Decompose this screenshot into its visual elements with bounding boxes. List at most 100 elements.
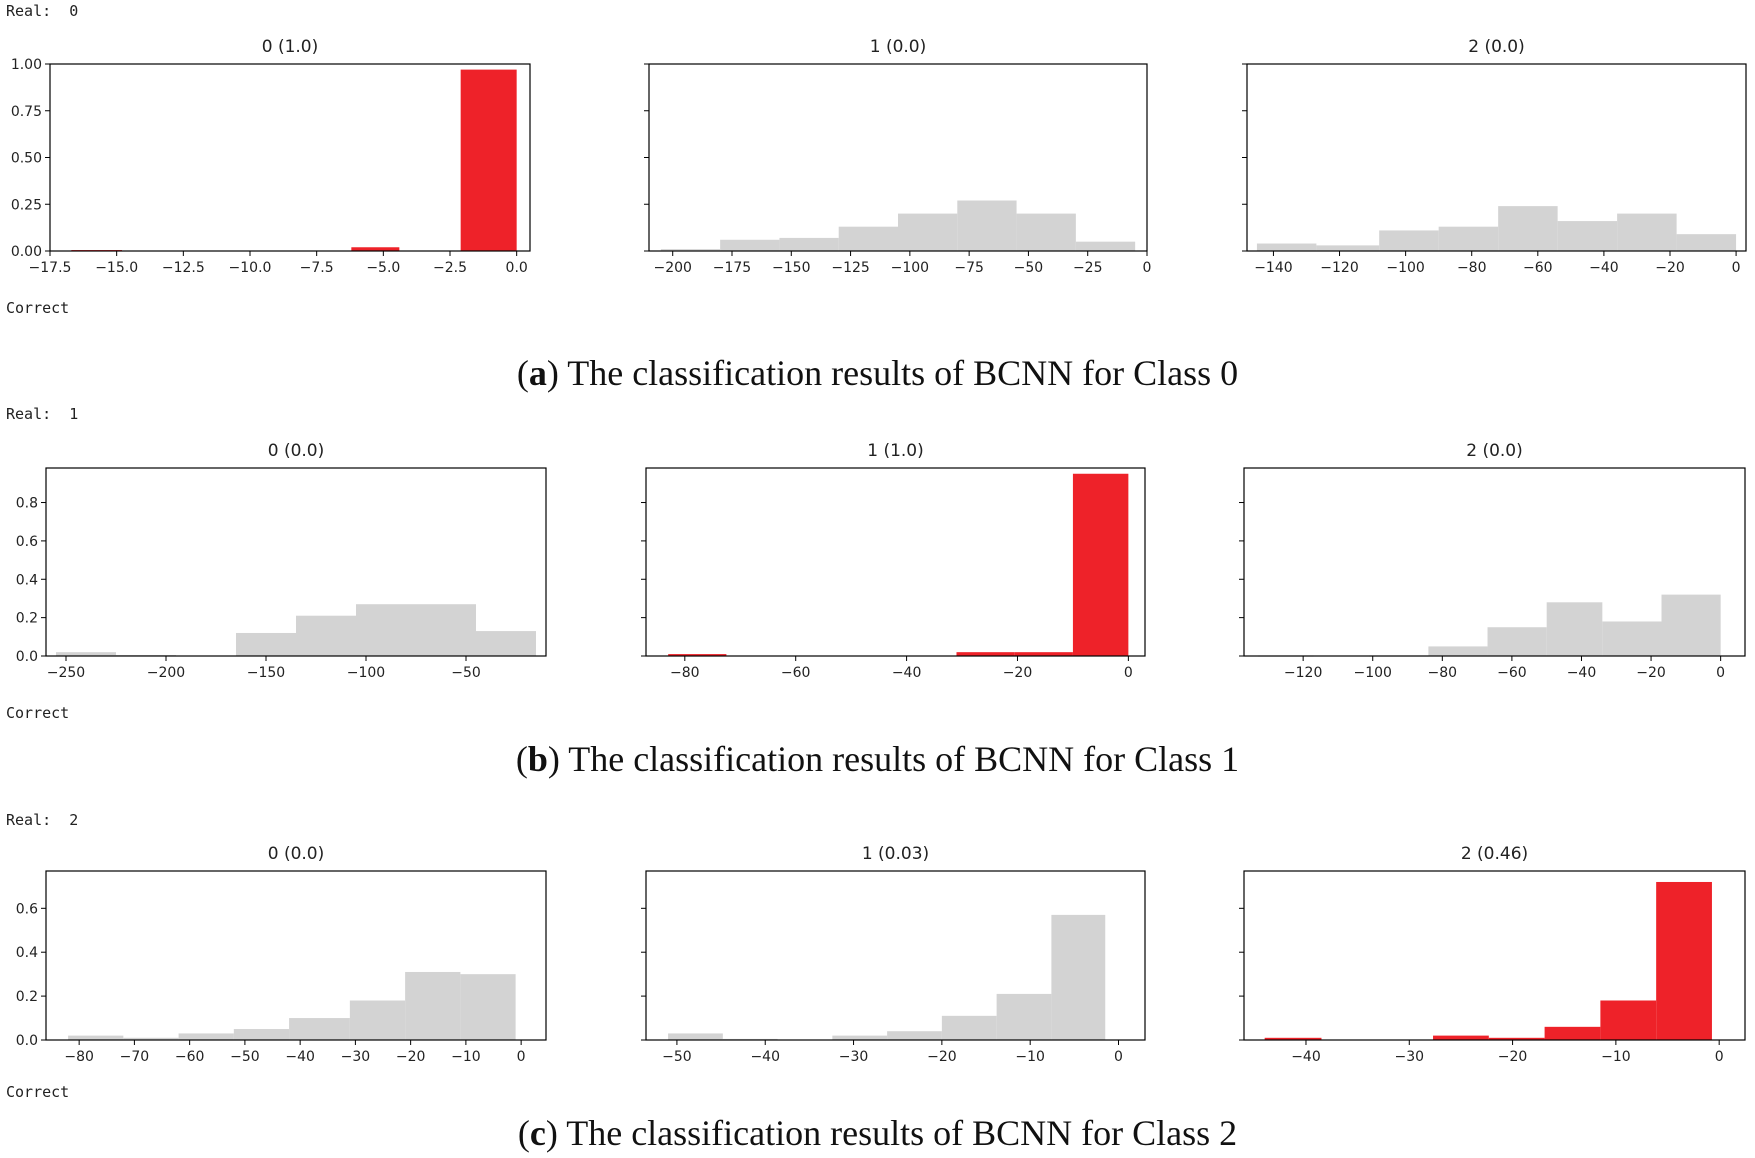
histogram-bar bbox=[1438, 226, 1499, 251]
x-tick-label: 0 bbox=[1715, 1049, 1724, 1065]
histogram-bar bbox=[832, 1035, 888, 1040]
x-tick-label: −20 bbox=[1636, 665, 1666, 681]
x-tick-label: 0 bbox=[1143, 260, 1152, 276]
histogram-bar bbox=[1600, 1000, 1657, 1040]
histogram-bar bbox=[405, 971, 461, 1040]
histogram-bar bbox=[1487, 627, 1547, 656]
histogram-bar bbox=[416, 604, 476, 656]
x-tick-label: −100 bbox=[1354, 665, 1392, 681]
x-tick-label: −60 bbox=[175, 1049, 205, 1065]
x-tick-label: −10 bbox=[1601, 1049, 1631, 1065]
x-tick-label: −75 bbox=[954, 260, 984, 276]
x-tick-label: −120 bbox=[1320, 260, 1358, 276]
x-tick-label: −40 bbox=[1291, 1049, 1321, 1065]
histogram-bar bbox=[660, 249, 721, 251]
correct-label: Correct bbox=[6, 704, 70, 722]
histogram-bar bbox=[236, 632, 296, 656]
histogram-bar bbox=[779, 237, 839, 251]
x-tick-label: −40 bbox=[1589, 260, 1619, 276]
histogram-bar bbox=[460, 974, 516, 1040]
histogram-bar bbox=[56, 652, 116, 656]
x-tick-label: −10 bbox=[451, 1049, 481, 1065]
x-tick-label: −80 bbox=[1428, 665, 1458, 681]
histogram-bar bbox=[1256, 243, 1317, 251]
histogram-bar bbox=[1656, 881, 1712, 1040]
axes-frame bbox=[1243, 870, 1746, 1041]
histogram-bar bbox=[1072, 473, 1129, 656]
x-tick-label: −30 bbox=[1395, 1049, 1425, 1065]
histogram-bar bbox=[1602, 621, 1662, 656]
y-tick-label: 0.4 bbox=[16, 945, 38, 961]
y-tick-label: 0.25 bbox=[11, 197, 42, 213]
histogram-bar bbox=[898, 213, 958, 251]
x-tick-label: −80 bbox=[1457, 260, 1487, 276]
correct-label: Correct bbox=[6, 1083, 70, 1101]
y-tick-label: 0.2 bbox=[16, 989, 38, 1005]
histogram-bar bbox=[668, 654, 727, 656]
histogram-bar bbox=[668, 1033, 723, 1040]
histogram-bar bbox=[1676, 234, 1737, 251]
axes-title: 1 (0.03) bbox=[862, 844, 929, 864]
histogram-bar bbox=[1264, 1037, 1322, 1040]
real-label: Real: 0 bbox=[6, 2, 79, 20]
histogram-bar bbox=[1016, 213, 1076, 251]
x-tick-label: −10 bbox=[1015, 1049, 1045, 1065]
caption: (c) The classification results of BCNN f… bbox=[517, 1113, 1238, 1153]
caption: (a) The classification results of BCNN f… bbox=[516, 353, 1239, 393]
histogram-bar bbox=[1316, 245, 1380, 251]
axes-title: 2 (0.0) bbox=[1468, 37, 1525, 57]
histogram-bar bbox=[233, 1029, 290, 1040]
x-tick-label: 0 bbox=[1124, 665, 1133, 681]
x-tick-label: −25 bbox=[1073, 260, 1103, 276]
x-tick-label: −30 bbox=[341, 1049, 371, 1065]
x-tick-label: −7.5 bbox=[300, 260, 334, 276]
x-tick-label: −100 bbox=[1386, 260, 1424, 276]
x-tick-label: −17.5 bbox=[29, 260, 72, 276]
correct-label: Correct bbox=[6, 299, 70, 317]
y-tick-label: 1.00 bbox=[11, 57, 42, 73]
x-tick-label: −12.5 bbox=[162, 260, 205, 276]
y-tick-label: 0.6 bbox=[16, 534, 38, 550]
axes-title: 0 (1.0) bbox=[262, 37, 319, 57]
x-tick-label: −100 bbox=[891, 260, 929, 276]
x-tick-label: −50 bbox=[1014, 260, 1044, 276]
y-tick-label: 0.2 bbox=[16, 611, 38, 627]
x-tick-label: −15.0 bbox=[95, 260, 138, 276]
histogram-bar bbox=[1498, 206, 1558, 251]
caption-letter: c bbox=[529, 1113, 546, 1153]
histogram-bar bbox=[1544, 1026, 1601, 1040]
axes-frame bbox=[645, 467, 1146, 657]
histogram-bar bbox=[941, 1015, 997, 1040]
x-tick-label: −200 bbox=[653, 260, 691, 276]
real-label: Real: 1 bbox=[6, 405, 79, 423]
x-tick-label: −20 bbox=[1003, 665, 1033, 681]
x-tick-label: 0.0 bbox=[506, 260, 528, 276]
y-tick-label: 0.50 bbox=[11, 151, 42, 167]
histogram-bar bbox=[68, 1035, 124, 1040]
y-tick-label: 0.0 bbox=[16, 649, 38, 665]
histogram-bar bbox=[1379, 230, 1439, 251]
x-tick-label: −50 bbox=[662, 1049, 692, 1065]
x-tick-label: −100 bbox=[347, 665, 385, 681]
axes-title: 1 (1.0) bbox=[867, 441, 924, 461]
y-tick-label: 0.8 bbox=[16, 496, 38, 512]
x-tick-label: −20 bbox=[1498, 1049, 1528, 1065]
x-tick-label: −2.5 bbox=[433, 260, 467, 276]
x-tick-label: 0 bbox=[1732, 260, 1741, 276]
x-tick-label: 0 bbox=[1716, 665, 1725, 681]
histogram-bar bbox=[1557, 221, 1618, 251]
histogram-bar bbox=[956, 652, 1015, 656]
x-tick-label: −250 bbox=[47, 665, 85, 681]
x-tick-label: 0 bbox=[517, 1049, 526, 1065]
x-tick-label: −70 bbox=[120, 1049, 150, 1065]
x-tick-label: −150 bbox=[247, 665, 285, 681]
x-tick-label: −60 bbox=[1523, 260, 1553, 276]
x-tick-label: −80 bbox=[670, 665, 700, 681]
axes-title: 0 (0.0) bbox=[268, 844, 325, 864]
caption-letter: a bbox=[528, 353, 547, 393]
x-tick-label: −20 bbox=[396, 1049, 426, 1065]
